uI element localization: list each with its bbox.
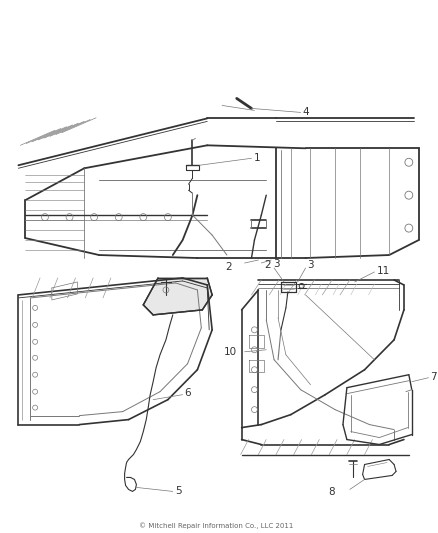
Text: 1: 1 [254,154,260,163]
Text: 3: 3 [273,259,280,269]
Text: 4: 4 [303,108,309,117]
Text: 10: 10 [224,347,237,357]
Text: 11: 11 [376,266,390,276]
Text: 2: 2 [225,262,232,272]
Text: 6: 6 [184,387,191,398]
Text: © Mitchell Repair Information Co., LLC 2011: © Mitchell Repair Information Co., LLC 2… [139,522,293,529]
Text: 7: 7 [431,372,437,382]
Text: 8: 8 [328,487,335,497]
Polygon shape [143,278,212,315]
Text: 3: 3 [307,260,314,270]
Text: 5: 5 [175,487,181,496]
Text: 2: 2 [265,260,271,270]
